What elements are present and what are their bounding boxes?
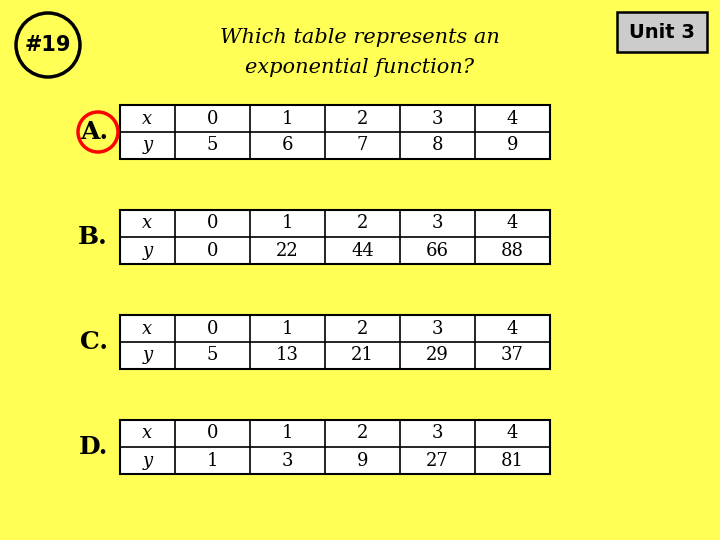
Text: D.: D. (78, 435, 108, 459)
Text: 2: 2 (357, 424, 368, 442)
Bar (120, 420, 550, 474)
Text: Which table represents an: Which table represents an (220, 28, 500, 47)
Text: x: x (143, 214, 153, 233)
Text: 22: 22 (276, 241, 299, 260)
Text: 0: 0 (207, 214, 218, 233)
Text: 1: 1 (207, 451, 218, 469)
Text: y: y (143, 137, 153, 154)
Text: 6: 6 (282, 137, 293, 154)
Text: exponential function?: exponential function? (246, 58, 474, 77)
Text: x: x (143, 424, 153, 442)
Text: 0: 0 (207, 320, 218, 338)
Text: Unit 3: Unit 3 (629, 23, 695, 42)
Text: 0: 0 (207, 424, 218, 442)
Text: 2: 2 (357, 214, 368, 233)
Text: #19: #19 (24, 35, 71, 55)
Text: y: y (143, 451, 153, 469)
Text: 13: 13 (276, 347, 299, 364)
Text: 9: 9 (356, 451, 368, 469)
Text: 88: 88 (501, 241, 524, 260)
Text: 1: 1 (282, 424, 293, 442)
Text: 4: 4 (507, 424, 518, 442)
Text: 66: 66 (426, 241, 449, 260)
Text: 37: 37 (501, 347, 524, 364)
Text: 44: 44 (351, 241, 374, 260)
Text: 5: 5 (207, 137, 218, 154)
Text: 0: 0 (207, 110, 218, 127)
Text: 4: 4 (507, 214, 518, 233)
Text: 27: 27 (426, 451, 449, 469)
Text: 3: 3 (432, 424, 444, 442)
Text: 2: 2 (357, 320, 368, 338)
Text: 2: 2 (357, 110, 368, 127)
Bar (120, 105, 550, 159)
Text: B.: B. (78, 225, 108, 249)
Text: 21: 21 (351, 347, 374, 364)
Text: 29: 29 (426, 347, 449, 364)
Text: A.: A. (80, 120, 108, 144)
Bar (617, 12, 707, 52)
Text: 1: 1 (282, 110, 293, 127)
Text: 1: 1 (282, 214, 293, 233)
Bar (120, 210, 550, 264)
Bar (120, 315, 550, 369)
Text: 9: 9 (507, 137, 518, 154)
Text: 3: 3 (432, 320, 444, 338)
Bar (120, 315, 550, 369)
Text: 4: 4 (507, 320, 518, 338)
Text: 7: 7 (357, 137, 368, 154)
Text: y: y (143, 347, 153, 364)
Text: x: x (143, 320, 153, 338)
Text: 3: 3 (282, 451, 293, 469)
Text: 4: 4 (507, 110, 518, 127)
Bar (120, 105, 550, 159)
Text: 3: 3 (432, 110, 444, 127)
Text: C.: C. (80, 330, 108, 354)
Text: 8: 8 (432, 137, 444, 154)
Bar (120, 210, 550, 264)
Text: 5: 5 (207, 347, 218, 364)
Text: 0: 0 (207, 241, 218, 260)
Text: x: x (143, 110, 153, 127)
Text: y: y (143, 241, 153, 260)
Bar (120, 420, 550, 474)
Text: 3: 3 (432, 214, 444, 233)
Text: 1: 1 (282, 320, 293, 338)
Text: 81: 81 (501, 451, 524, 469)
